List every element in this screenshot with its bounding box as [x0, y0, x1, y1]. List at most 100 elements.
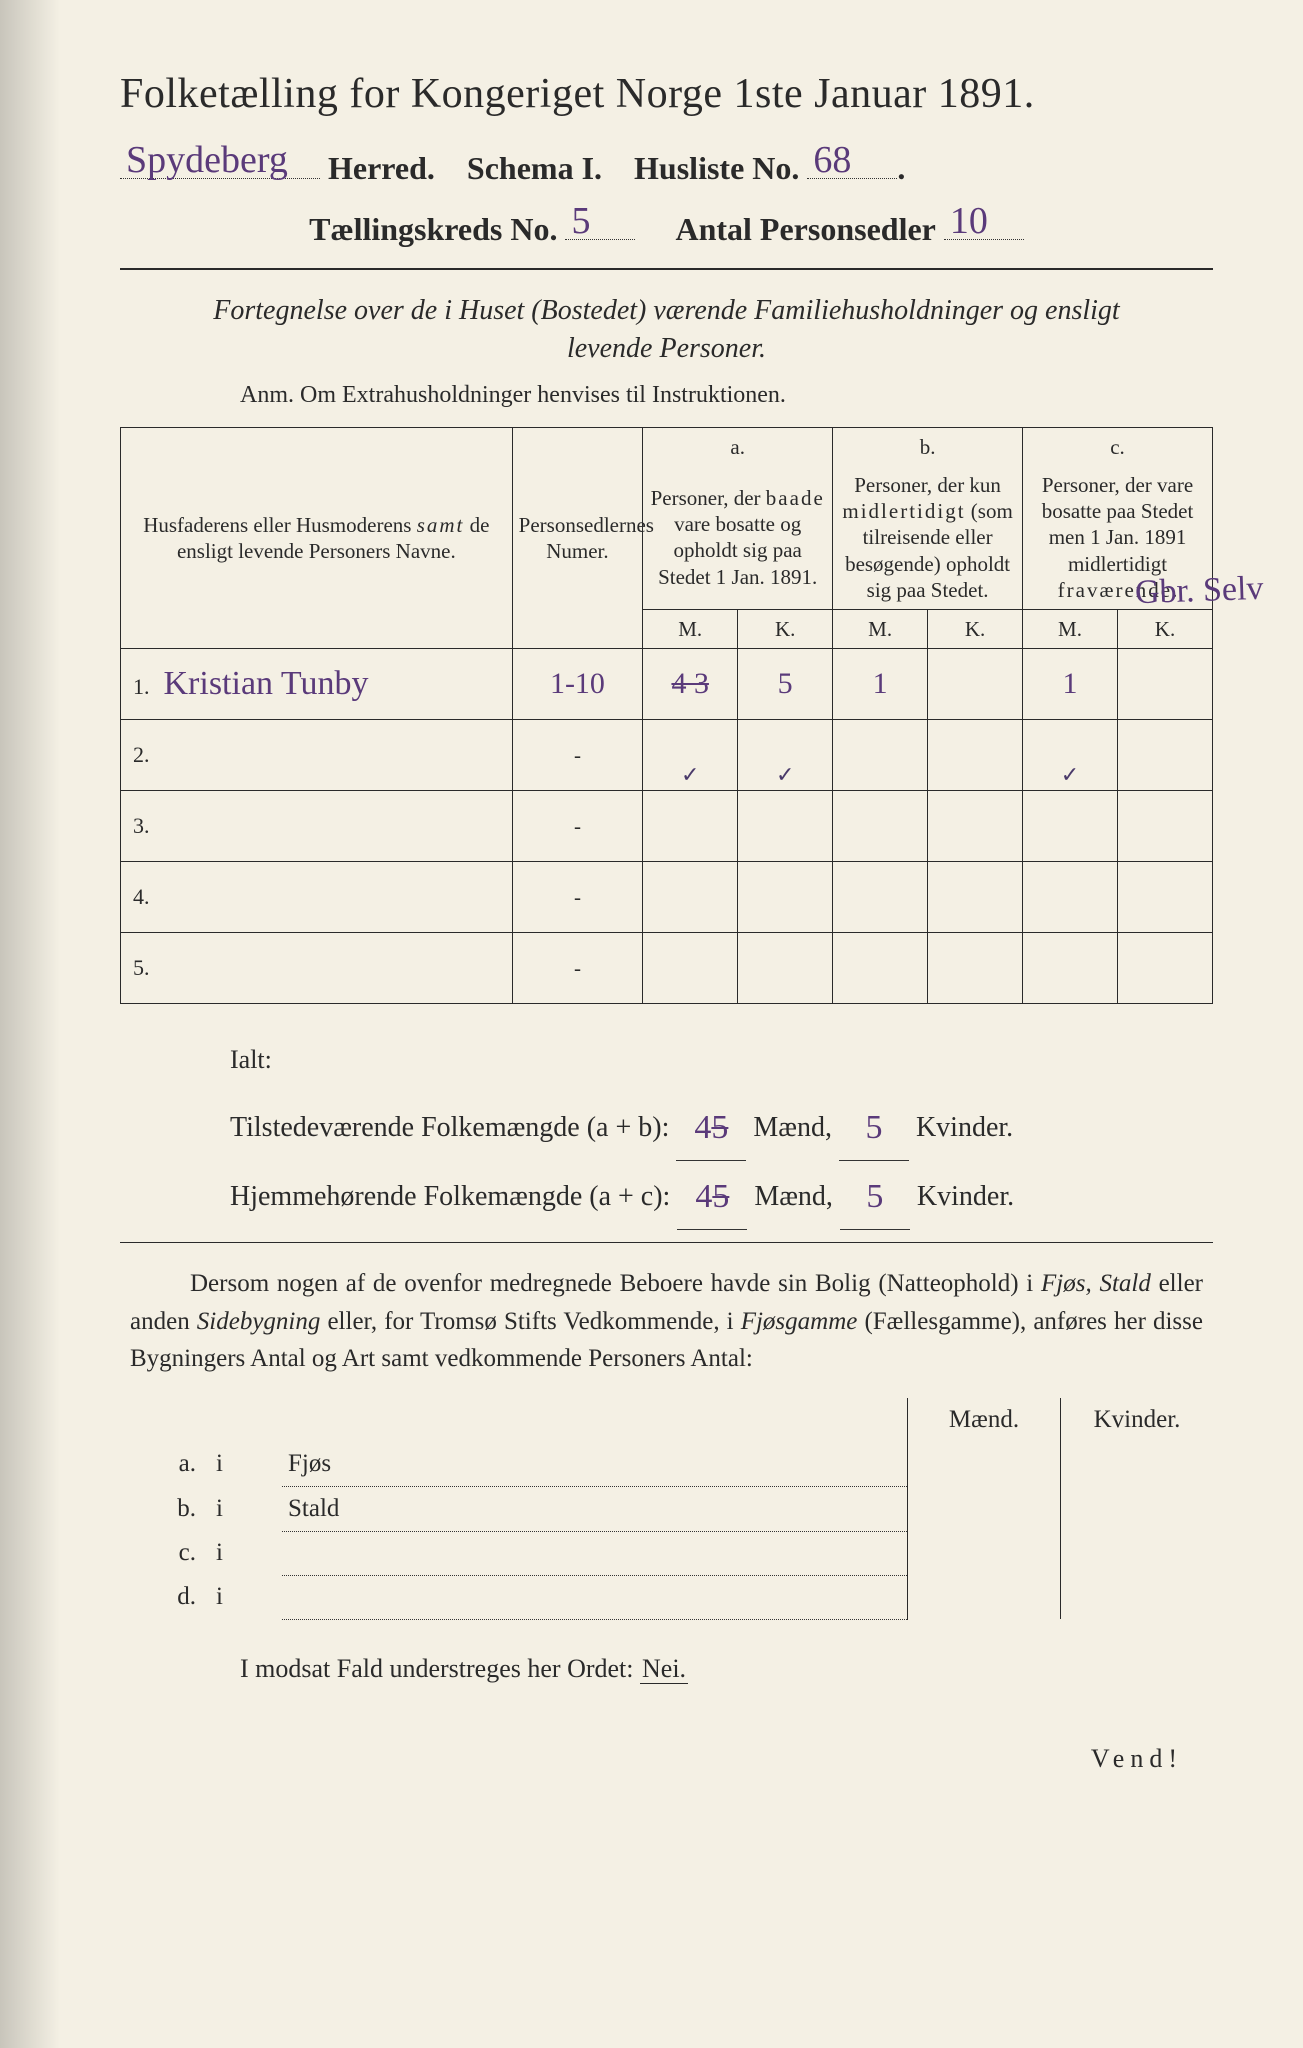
kvinder-label: Kvinder.	[917, 1181, 1014, 1212]
kvinder-label: Kvinder.	[916, 1112, 1013, 1143]
a-m-header: M.	[643, 610, 738, 649]
kreds-field: 5	[565, 207, 635, 240]
person-name: Kristian Tunby	[164, 665, 369, 702]
household-table: Husfaderens eller Husmoderens samt de en…	[120, 427, 1213, 1005]
tick-mark: ✓	[776, 762, 794, 788]
byg-row: b. i Stald	[120, 1486, 1213, 1531]
byg-lead: d.	[120, 1575, 210, 1619]
intro-line1: Fortegnelse over de i Huset (Bostedet) v…	[213, 295, 1119, 326]
nei-word: Nei.	[640, 1654, 688, 1684]
byg-row: d. i	[120, 1575, 1213, 1619]
b-k-header: K.	[928, 610, 1023, 649]
table-row: 5. -	[121, 933, 1213, 1004]
tilstede-label: Tilstedeværende Folkemængde (a + b):	[230, 1112, 669, 1143]
byg-i: i	[210, 1531, 282, 1575]
byg-lead: c.	[120, 1531, 210, 1575]
maend-label: Mænd,	[753, 1112, 832, 1143]
midlert-word: midlertidigt	[842, 499, 965, 523]
a-k-header: K.	[738, 610, 833, 649]
herred-label: Herred.	[328, 150, 435, 186]
hjemme-line: Hjemmehørende Folkemængde (a + c): 45 Mæ…	[230, 1161, 1213, 1230]
personseddel-num: -	[512, 862, 643, 933]
lower-paragraph: Dersom nogen af de ovenfor medregnede Be…	[130, 1265, 1203, 1378]
byg-lead: a.	[120, 1442, 210, 1487]
divider-mid	[120, 1242, 1213, 1243]
baade-word: baade	[766, 486, 825, 510]
row-number: 1.	[133, 674, 150, 699]
personseddel-num: -	[512, 791, 643, 862]
schema-label: Schema I.	[467, 150, 602, 186]
tick-mark: ✓	[1061, 762, 1079, 788]
husliste-label: Husliste No.	[634, 150, 799, 186]
kreds-value: 5	[571, 199, 590, 243]
tilstede-k: 5	[865, 1109, 882, 1146]
antal-field: 10	[944, 207, 1024, 240]
byg-label: Stald	[288, 1495, 339, 1522]
personseddel-num: -	[512, 720, 643, 791]
herred-field: Spydeberg	[120, 146, 320, 179]
col-num-header: Personsedlernes Numer.	[512, 427, 643, 649]
header-line-herred: Spydeberg Herred. Schema I. Husliste No.…	[120, 146, 1213, 187]
anm-note: Anm. Om Extrahusholdninger henvises til …	[240, 382, 1213, 409]
hjemme-label: Hjemmehørende Folkemængde (a + c):	[230, 1181, 670, 1212]
group-a-letter: a.	[643, 427, 833, 466]
byg-lead: b.	[120, 1486, 210, 1531]
byg-m-header: Mænd.	[908, 1398, 1061, 1442]
samt-word: samt	[417, 513, 465, 537]
intro-line2: levende Personer.	[567, 333, 766, 364]
row-number: 4.	[133, 884, 150, 909]
census-form-page: Folketælling for Kongeriget Norge 1ste J…	[0, 0, 1303, 2048]
hjemme-m: 45	[695, 1178, 729, 1215]
tick-mark: ✓	[681, 762, 699, 788]
a-k-value: 5	[778, 667, 793, 700]
table-row: 1. Kristian Tunby 1-10 4 3 5 1 1	[121, 649, 1213, 720]
byg-label: Fjøs	[288, 1450, 331, 1477]
personseddel-num: -	[512, 933, 643, 1004]
group-c-letter: c.	[1023, 427, 1213, 466]
bygninger-table: Mænd. Kvinder. a. i Fjøs b. i Stald c. i…	[120, 1398, 1213, 1620]
col-names-header: Husfaderens eller Husmoderens samt de en…	[121, 427, 513, 649]
byg-i: i	[210, 1442, 282, 1487]
row-number: 3.	[133, 813, 150, 838]
header-line-kreds: Tællingskreds No. 5 Antal Personsedler 1…	[120, 207, 1213, 248]
a-m-value: 4 3	[671, 667, 709, 700]
antal-label: Antal Personsedler	[675, 211, 935, 247]
modsat-text: I modsat Fald understreges her Ordet:	[240, 1654, 634, 1683]
c-m-header: M.	[1023, 610, 1118, 649]
group-b-letter: b.	[833, 427, 1023, 466]
husliste-field: 68	[807, 146, 897, 179]
byg-k-header: Kvinder.	[1061, 1398, 1214, 1442]
kreds-label: Tællingskreds No.	[309, 211, 557, 247]
b-m-header: M.	[833, 610, 928, 649]
byg-row: c. i	[120, 1531, 1213, 1575]
ialt-label: Ialt:	[230, 1034, 1213, 1086]
divider-top	[120, 268, 1213, 270]
row-number: 2.	[133, 742, 150, 767]
form-title: Folketælling for Kongeriget Norge 1ste J…	[120, 70, 1213, 118]
byg-row: a. i Fjøs	[120, 1442, 1213, 1487]
herred-value: Spydeberg	[126, 138, 288, 182]
b-m-value: 1	[873, 667, 888, 700]
row-number: 5.	[133, 955, 150, 980]
c-m-value: 1	[1063, 667, 1078, 700]
husliste-value: 68	[813, 138, 851, 182]
vend-instruction: Vend!	[120, 1744, 1213, 1774]
maend-label: Mænd,	[754, 1181, 833, 1212]
modsat-line: I modsat Fald understreges her Ordet: Ne…	[240, 1654, 1213, 1684]
tilstede-m: 45	[694, 1109, 728, 1146]
group-a-label: Personer, der baade vare bosatte og opho…	[643, 466, 833, 610]
hjemme-k: 5	[866, 1178, 883, 1215]
tilstede-line: Tilstedeværende Folkemængde (a + b): 45 …	[230, 1092, 1213, 1161]
byg-i: i	[210, 1575, 282, 1619]
table-row: 2. - ✓ ✓ ✓	[121, 720, 1213, 791]
page-shadow	[0, 0, 60, 2048]
byg-i: i	[210, 1486, 282, 1531]
table-row: 3. -	[121, 791, 1213, 862]
antal-value: 10	[950, 199, 988, 243]
table-row: 4. -	[121, 862, 1213, 933]
margin-annotation: Gbr. Selv	[1134, 570, 1264, 612]
personseddel-num: 1-10	[550, 667, 605, 700]
intro-text: Fortegnelse over de i Huset (Bostedet) v…	[120, 292, 1213, 368]
totals-block: Ialt: Tilstedeværende Folkemængde (a + b…	[230, 1034, 1213, 1230]
group-b-label: Personer, der kun midlertidigt (som tilr…	[833, 466, 1023, 610]
